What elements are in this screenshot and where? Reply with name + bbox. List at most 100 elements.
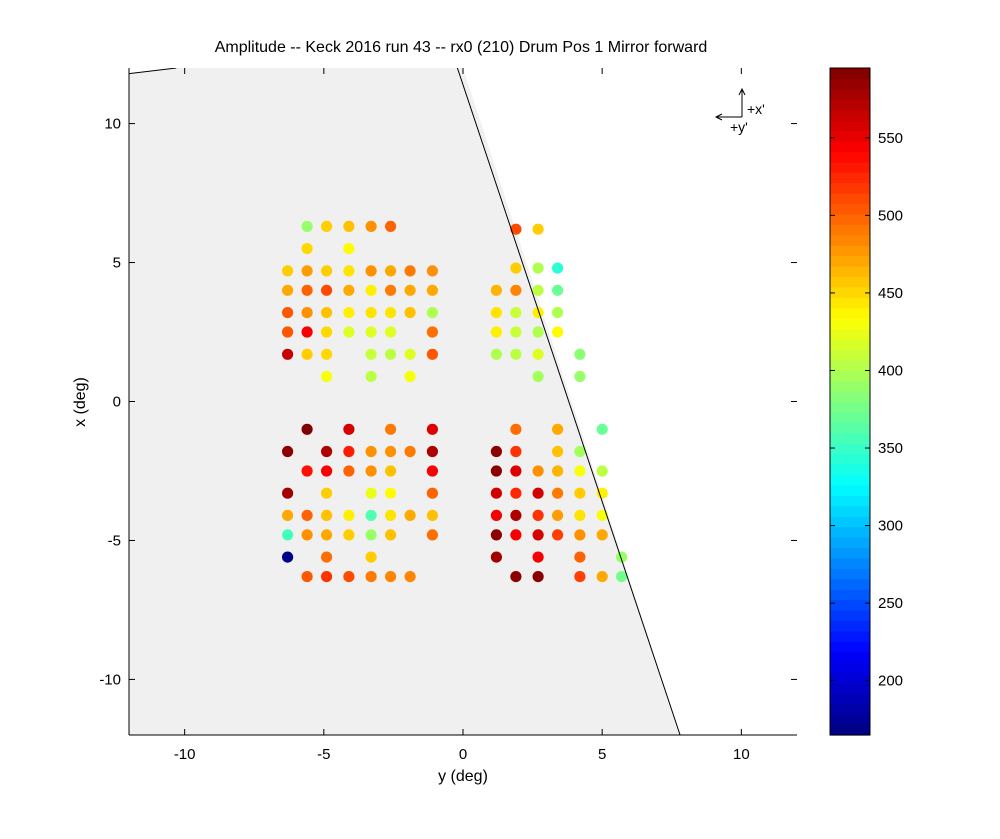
data-point xyxy=(596,487,608,499)
data-point xyxy=(321,551,333,563)
data-point xyxy=(532,348,544,360)
data-point xyxy=(426,265,438,277)
data-point xyxy=(490,465,502,477)
chart-title: Amplitude -- Keck 2016 run 43 -- rx0 (21… xyxy=(215,39,708,56)
colorbar-band xyxy=(830,151,870,163)
data-point xyxy=(365,370,377,383)
data-point xyxy=(532,307,544,319)
data-point xyxy=(385,465,397,477)
data-point xyxy=(343,284,355,296)
data-point xyxy=(532,262,544,274)
data-point xyxy=(532,551,544,563)
colorbar-band xyxy=(830,370,870,382)
data-point xyxy=(510,284,522,296)
data-point xyxy=(343,220,355,232)
data-point xyxy=(510,307,522,319)
data-point xyxy=(574,370,586,383)
colorbar-band xyxy=(830,245,870,257)
colorbar-tick-label: 550 xyxy=(878,130,903,147)
data-point xyxy=(510,262,522,274)
colorbar-band xyxy=(830,411,870,423)
data-point xyxy=(490,445,502,458)
data-point xyxy=(574,445,586,458)
data-point xyxy=(490,348,502,360)
data-point xyxy=(596,423,608,435)
data-point xyxy=(301,423,313,435)
data-point xyxy=(532,571,544,583)
data-point xyxy=(301,243,313,255)
data-point xyxy=(365,571,377,583)
data-point xyxy=(532,223,544,235)
data-point xyxy=(532,529,544,541)
colorbar-band xyxy=(830,276,870,288)
data-point xyxy=(596,571,608,583)
data-point xyxy=(321,284,333,296)
data-point xyxy=(426,348,438,360)
data-point xyxy=(343,571,355,583)
colorbar-band xyxy=(830,651,870,663)
y-tick-label: -5 xyxy=(108,532,121,549)
data-point xyxy=(532,284,544,296)
data-point xyxy=(552,284,564,296)
data-point xyxy=(282,509,294,521)
boundary-line-2 xyxy=(456,68,797,735)
colorbar-band xyxy=(830,88,870,100)
data-point xyxy=(574,571,586,583)
data-point xyxy=(552,509,564,521)
data-point xyxy=(365,487,377,499)
data-point xyxy=(321,220,333,232)
colorbar-band xyxy=(830,557,870,569)
colorbar-band xyxy=(830,266,870,278)
colorbar-tick-label: 400 xyxy=(878,362,903,379)
data-point xyxy=(490,509,502,521)
x-tick-label: -5 xyxy=(317,746,330,763)
data-point xyxy=(426,529,438,541)
colorbar-band xyxy=(830,589,870,601)
y-tick-label: 5 xyxy=(113,255,121,272)
data-point xyxy=(321,529,333,541)
data-point xyxy=(343,445,355,458)
data-point xyxy=(596,465,608,477)
y-tick-label: -10 xyxy=(99,671,121,688)
data-point xyxy=(616,571,628,583)
data-point xyxy=(426,445,438,458)
y-axis-ticks: -10 -5 0 5 10 xyxy=(99,116,797,688)
colorbar-band xyxy=(830,662,870,674)
data-point xyxy=(404,265,416,277)
colorbar-band xyxy=(830,99,870,111)
colorbar-band xyxy=(830,140,870,152)
colorbar-band xyxy=(830,484,870,496)
colorbar-band xyxy=(830,286,870,298)
data-point xyxy=(282,529,294,541)
colorbar-band xyxy=(830,703,870,715)
colorbar-band xyxy=(830,307,870,319)
data-point xyxy=(282,487,294,499)
data-point xyxy=(365,445,377,458)
colorbar-band xyxy=(830,724,870,736)
data-point xyxy=(404,571,416,583)
data-point xyxy=(385,265,397,277)
data-point xyxy=(404,307,416,319)
data-point xyxy=(552,307,564,319)
data-point xyxy=(574,348,586,360)
data-point xyxy=(385,348,397,360)
colorbar-tick-label: 200 xyxy=(878,673,903,690)
colorbar-band xyxy=(830,130,870,142)
orientation-y-arrowhead xyxy=(714,113,723,121)
data-point xyxy=(343,307,355,319)
data-point xyxy=(321,265,333,277)
colorbar-gradient xyxy=(830,68,870,736)
data-point xyxy=(532,465,544,477)
colorbar: 200 250 300 350 400 450 500 550 xyxy=(829,67,903,736)
data-point xyxy=(490,551,502,563)
data-point xyxy=(426,487,438,499)
data-point xyxy=(574,551,586,563)
colorbar-band xyxy=(830,120,870,132)
data-point xyxy=(365,509,377,521)
colorbar-tick-label: 500 xyxy=(878,207,903,224)
data-point xyxy=(616,551,628,563)
colorbar-band xyxy=(830,224,870,236)
data-point xyxy=(574,529,586,541)
